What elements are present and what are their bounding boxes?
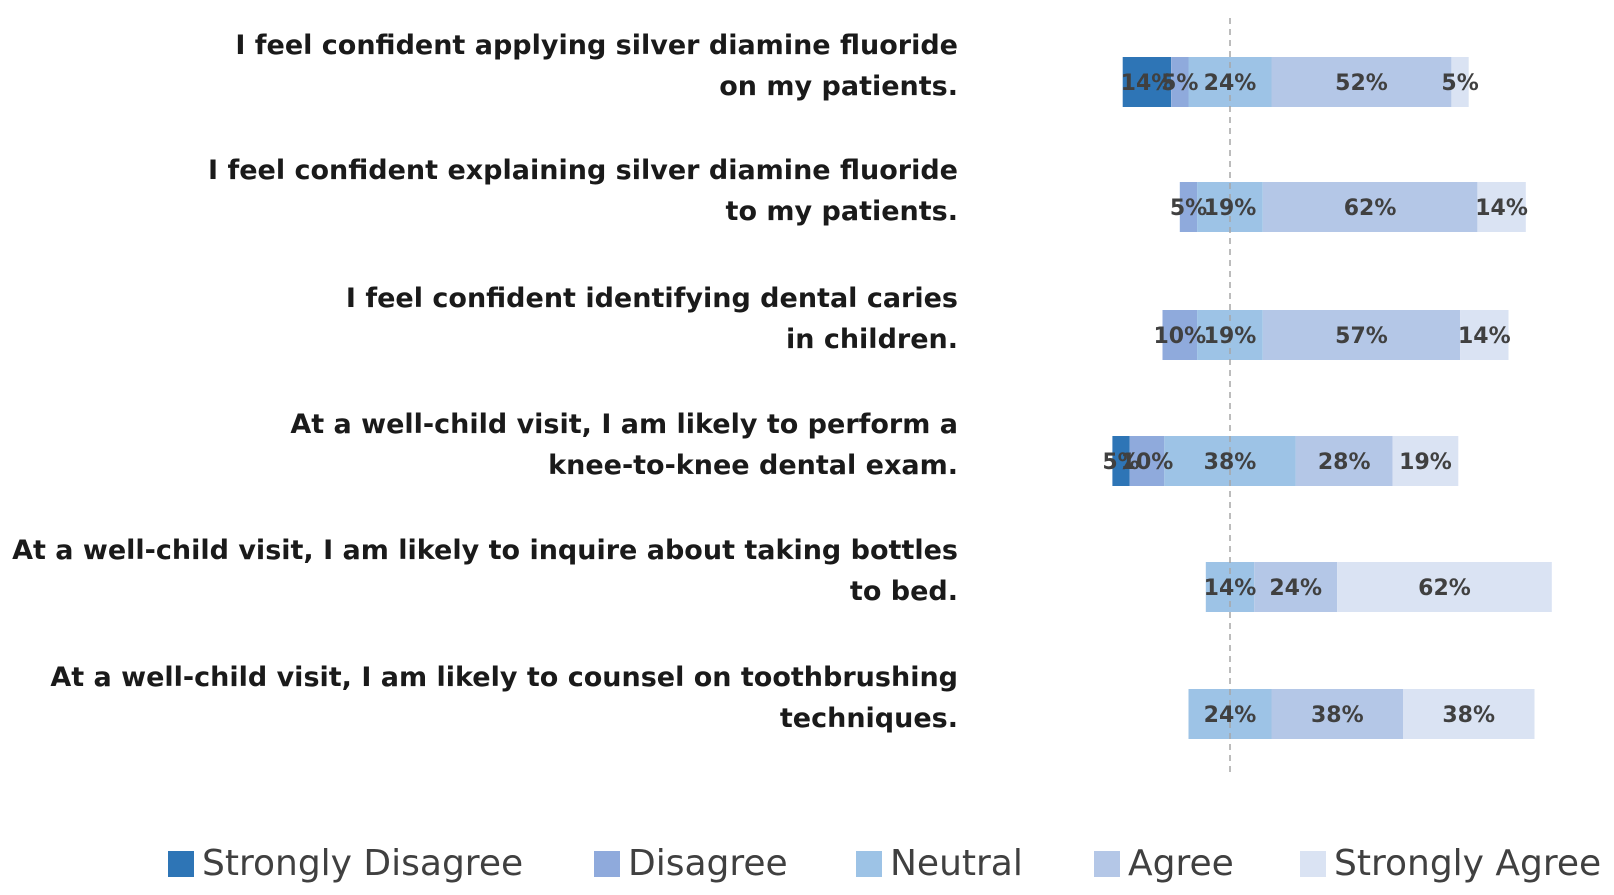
bar-agree-row-2 [1262,182,1478,232]
data-label-strongly-disagree-row-1: 14% [1121,71,1174,96]
legend-label-neutral: Neutral [890,843,1023,884]
data-label-neutral-row-1: 24% [1204,71,1257,96]
bar-strongly-agree-row-4 [1392,436,1459,486]
legend-swatch-neutral [856,851,882,877]
bar-strongly-agree-row-2 [1477,182,1526,232]
bar-disagree-row-2 [1179,182,1198,232]
question-label-row-3-line-2: in children. [786,324,958,355]
data-label-agree-row-2: 62% [1344,196,1397,221]
data-label-strongly-agree-row-5: 62% [1418,576,1471,601]
data-label-agree-row-3: 57% [1335,324,1388,349]
data-label-agree-row-1: 52% [1335,71,1388,96]
data-label-disagree-row-4: 10% [1121,450,1174,475]
bar-agree-row-5 [1254,562,1338,612]
bar-agree-row-1 [1271,57,1452,107]
data-label-strongly-disagree-row-4: 5% [1102,450,1139,475]
question-label-row-6-line-2: techniques. [780,703,958,734]
question-label-row-1-line-2: on my patients. [719,71,958,102]
question-label-row-3-line-1: I feel confident identifying dental cari… [346,283,958,314]
bar-disagree-row-4 [1129,436,1165,486]
bar-strongly-agree-row-6 [1403,689,1535,739]
bar-agree-row-6 [1271,689,1403,739]
question-label-row-2-line-2: to my patients. [726,196,958,227]
legend-label-agree: Agree [1128,843,1234,884]
data-label-neutral-row-3: 19% [1204,324,1257,349]
question-label-row-5-line-2: to bed. [850,576,958,607]
legend-label-disagree: Disagree [628,843,788,884]
data-label-strongly-agree-row-4: 19% [1399,450,1452,475]
bar-disagree-row-1 [1171,57,1189,107]
data-label-agree-row-5: 24% [1269,576,1322,601]
question-label-row-4-line-1: At a well-child visit, I am likely to pe… [290,409,958,440]
legend: Strongly Disagree Disagree Neutral Agree Str… [168,843,1601,884]
data-label-disagree-row-1: 5% [1161,71,1198,96]
data-label-strongly-agree-row-3: 14% [1458,324,1511,349]
bar-strongly-agree-row-1 [1451,57,1469,107]
question-label-row-4-line-2: knee-to-knee dental exam. [548,450,958,481]
bars-layer [1112,57,1552,739]
question-labels: I feel confident applying silver diamine… [12,30,958,734]
data-labels-layer: 14%5% 24% 52% 5%5%19% 62% 14%10%19% 57% 14%5%10… [1102,71,1528,728]
question-label-row-6-line-1: At a well-child visit, I am likely to co… [50,662,958,693]
data-label-agree-row-6: 38% [1311,703,1364,728]
question-label-row-1-line-1: I feel confident applying silver diamine… [235,30,958,61]
data-label-strongly-agree-row-6: 38% [1442,703,1495,728]
bar-strongly-disagree-row-4 [1112,436,1130,486]
data-label-neutral-row-5: 14% [1204,576,1257,601]
question-label-row-5-line-1: At a well-child visit, I am likely to in… [12,535,958,566]
data-label-neutral-row-2: 19% [1204,196,1257,221]
bar-agree-row-3 [1262,310,1461,360]
legend-swatch-agree [1094,851,1120,877]
bar-strongly-disagree-row-1 [1122,57,1172,107]
question-label-row-2-line-1: I feel confident explaining silver diami… [208,155,958,186]
legend-label-strongly-disagree: Strongly Disagree [202,843,523,884]
data-label-agree-row-4: 28% [1318,450,1371,475]
bar-strongly-agree-row-3 [1460,310,1509,360]
data-label-strongly-agree-row-2: 14% [1475,196,1528,221]
legend-label-strongly-agree: Strongly Agree [1334,843,1601,884]
bar-strongly-agree-row-5 [1337,562,1552,612]
bar-disagree-row-3 [1162,310,1198,360]
legend-swatch-disagree [594,851,620,877]
bar-agree-row-4 [1295,436,1393,486]
data-label-disagree-row-3: 10% [1153,324,1206,349]
data-label-neutral-row-4: 38% [1204,450,1257,475]
data-label-strongly-agree-row-1: 5% [1441,71,1478,96]
data-label-disagree-row-2: 5% [1170,196,1207,221]
legend-swatch-strongly-disagree [168,851,194,877]
data-label-neutral-row-6: 24% [1204,703,1257,728]
legend-swatch-strongly-agree [1300,851,1326,877]
